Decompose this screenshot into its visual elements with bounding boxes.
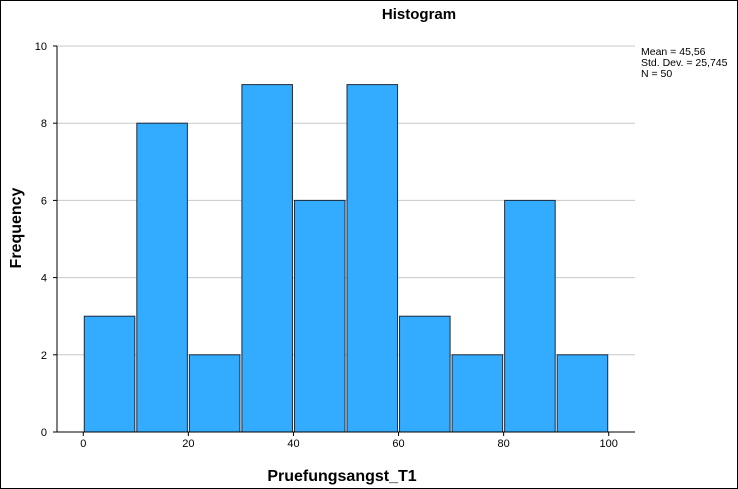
x-axis-title: Pruefungsangst_T1 bbox=[267, 468, 416, 485]
x-tick-label: 0 bbox=[80, 438, 86, 450]
y-tick-label: 4 bbox=[41, 273, 47, 285]
x-tick-label: 100 bbox=[600, 438, 618, 450]
x-tick-label: 20 bbox=[182, 438, 194, 450]
histogram-bar bbox=[241, 84, 293, 433]
y-tick-label: 10 bbox=[35, 41, 47, 53]
x-tick-label: 60 bbox=[392, 438, 404, 450]
statistic-label: Std. Dev. = 25,745 bbox=[641, 57, 728, 69]
statistic-label: N = 50 bbox=[641, 68, 672, 80]
x-tick-labels: 0 20 40 60 80 100 bbox=[80, 432, 618, 450]
y-tick-label: 8 bbox=[41, 118, 47, 130]
x-tick-label: 80 bbox=[498, 438, 510, 450]
y-tick-labels: 0 2 4 6 8 10 bbox=[35, 41, 57, 439]
axes bbox=[56, 46, 635, 433]
histogram-bar bbox=[346, 84, 399, 433]
histogram-bar bbox=[83, 315, 136, 433]
chart-title: Histogram bbox=[382, 6, 456, 23]
histogram-bar bbox=[504, 199, 556, 433]
histogram-bar bbox=[556, 354, 609, 433]
y-axis-title: Frequency bbox=[8, 187, 25, 268]
x-tick-label: 40 bbox=[287, 438, 299, 450]
statistic-label: Mean = 45,56 bbox=[641, 46, 706, 58]
histogram-bar bbox=[451, 354, 504, 433]
histogram-bar bbox=[188, 354, 241, 433]
bars bbox=[83, 84, 609, 433]
y-tick-label: 0 bbox=[41, 427, 47, 439]
histogram-bar bbox=[136, 122, 188, 433]
y-tick-label: 6 bbox=[41, 195, 47, 207]
histogram-bar bbox=[399, 315, 451, 433]
histogram-bar bbox=[293, 199, 346, 433]
y-tick-label: 2 bbox=[41, 350, 47, 362]
